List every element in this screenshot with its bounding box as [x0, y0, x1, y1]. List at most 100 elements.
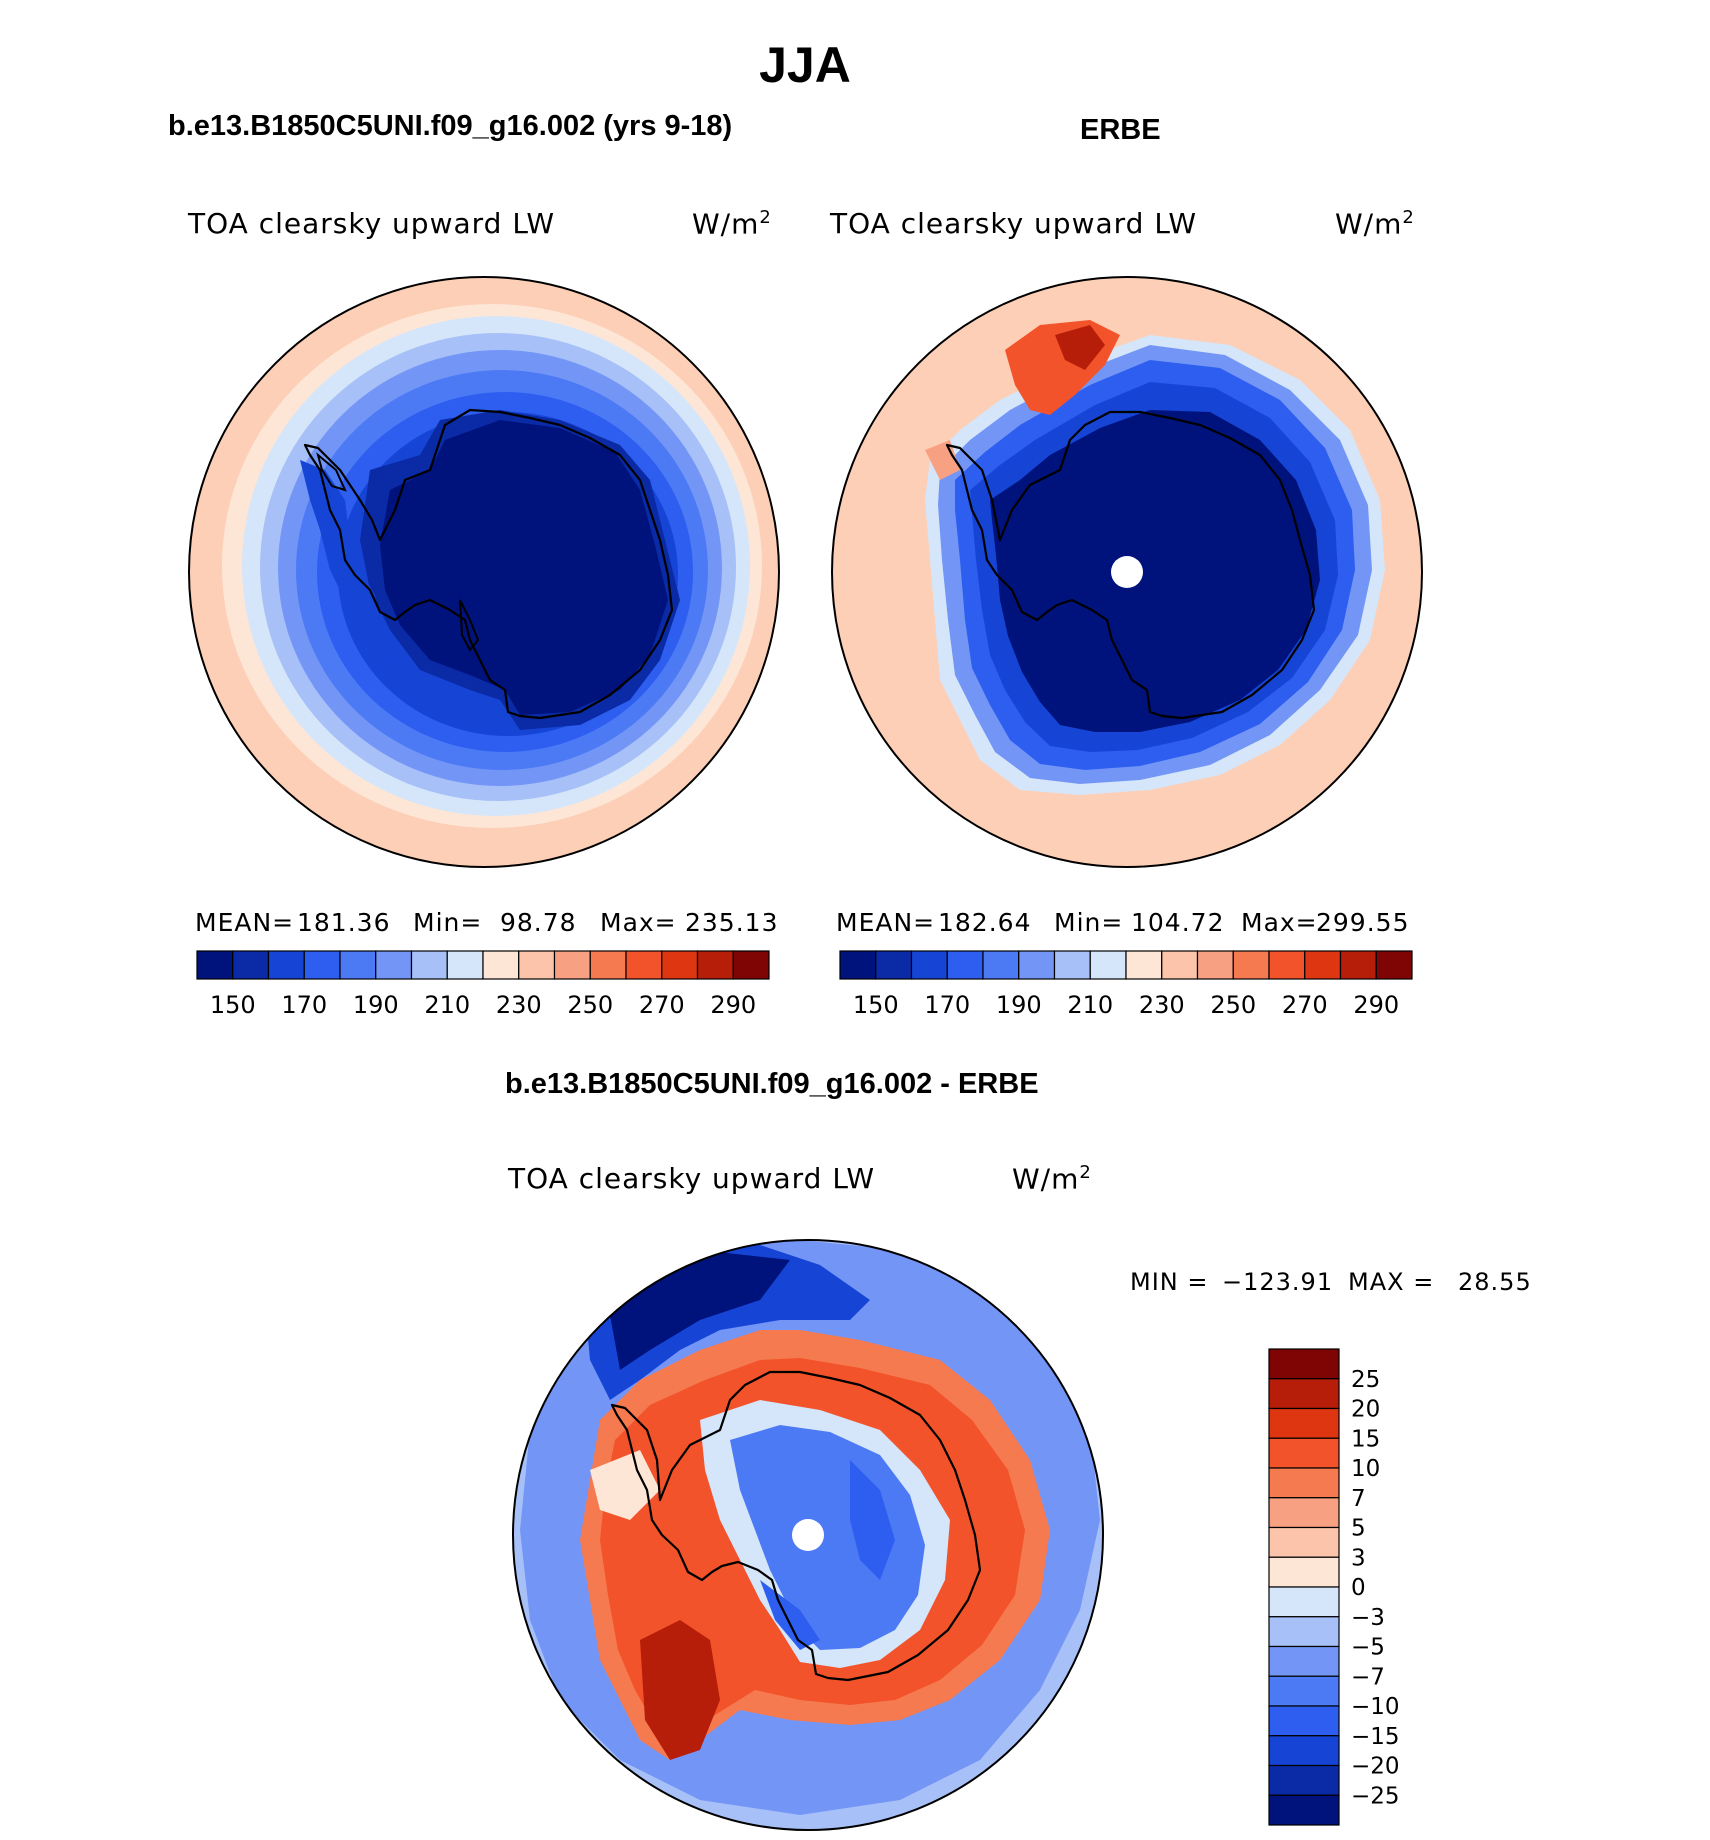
colorbar-model-swatch-1: [232, 950, 270, 980]
colorbar-difference-tick-label-13: −20: [1351, 1754, 1400, 1780]
colorbar-model: 150 170 190 210 230 250 270 290: [196, 950, 770, 1019]
panel-1-max-label: Max=: [600, 908, 677, 937]
colorbar-model-swatch-13: [661, 950, 699, 980]
panel-1-units: W/m2: [692, 207, 772, 240]
colorbar-erbe-swatch-14: [1339, 950, 1377, 980]
panel-2-units-base: W/m: [1335, 207, 1403, 241]
map-diff-band-ross: [760, 1580, 820, 1650]
panel-3-variable: TOA clearsky upward LW: [508, 1162, 876, 1195]
colorbar-difference-swatch-13: [1268, 1735, 1340, 1767]
colorbar-difference-swatch-3: [1268, 1437, 1340, 1469]
colorbar-erbe-swatch-1: [875, 950, 913, 980]
map-erbe-hot-core: [1055, 325, 1105, 370]
colorbar-erbe-swatch-15: [1375, 950, 1413, 980]
colorbar-model-tick-label-5: 250: [567, 991, 613, 1019]
colorbar-difference-swatch-2: [1268, 1407, 1340, 1439]
colorbar-erbe-swatch-8: [1125, 950, 1163, 980]
panel-1-case-label: b.e13.B1850C5UNI.f09_g16.002 (yrs 9-18): [168, 110, 733, 142]
colorbar-model-tick-label-1: 170: [281, 991, 327, 1019]
colorbar-erbe-swatch-9: [1161, 950, 1199, 980]
panel-3-units-exp: 2: [1079, 1162, 1092, 1183]
panel-1-min-value: 98.78: [500, 908, 577, 937]
map-erbe-coastline: [945, 410, 1316, 720]
colorbar-model-tick-label-3: 210: [424, 991, 470, 1019]
colorbar-model-tick-label-2: 190: [353, 991, 399, 1019]
colorbar-erbe-swatch-6: [1053, 950, 1091, 980]
colorbar-erbe-tick-label-2: 190: [996, 991, 1042, 1019]
panel-2-mean-value: 182.64: [938, 908, 1032, 937]
panel-3-units: W/m2: [1012, 1162, 1092, 1195]
panel-2-min-label: Min=: [1054, 908, 1124, 937]
map-diff-border: [512, 1239, 1104, 1831]
colorbar-difference-tick-label-14: −25: [1351, 1783, 1400, 1809]
panel-2-stats: MEAN= 182.64 Min= 104.72 Max= 299.55: [836, 908, 1416, 938]
colorbar-erbe-tick-label-6: 270: [1282, 991, 1328, 1019]
colorbar-difference-swatch-7: [1268, 1556, 1340, 1588]
colorbar-difference-swatch-15: [1268, 1794, 1340, 1826]
panel-1-stats: MEAN= 181.36 Min= 98.78 Max= 235.13: [195, 908, 777, 938]
map-erbe-border: [831, 276, 1423, 868]
colorbar-difference-tick-label-11: −10: [1351, 1694, 1400, 1720]
panel-2-min-value: 104.72: [1131, 908, 1225, 937]
colorbar-difference-tick-label-5: 5: [1351, 1516, 1366, 1542]
panel-3-units-base: W/m: [1012, 1162, 1080, 1196]
map-model-border: [188, 276, 780, 868]
colorbar-difference-swatch-12: [1268, 1705, 1340, 1737]
colorbar-erbe-swatch-4: [982, 950, 1020, 980]
colorbar-model-swatch-5: [375, 950, 413, 980]
colorbar-difference-tick-label-1: 20: [1351, 1397, 1380, 1423]
map-model-band-150: [380, 420, 668, 715]
colorbar-difference-tick-label-8: −3: [1351, 1605, 1385, 1631]
panel-2-max-value: 299.55: [1316, 908, 1410, 937]
colorbar-difference-swatch-5: [1268, 1497, 1340, 1529]
colorbar-erbe-swatch-10: [1196, 950, 1234, 980]
colorbar-erbe-swatch-7: [1089, 950, 1127, 980]
panel-3-max-value: 28.55: [1458, 1268, 1532, 1296]
colorbar-difference-swatch-8: [1268, 1586, 1340, 1618]
panel-3-min-label: MIN =: [1130, 1268, 1209, 1296]
panel-1-mean-label: MEAN=: [195, 908, 295, 937]
map-erbe-band-150: [990, 410, 1320, 732]
colorbar-erbe-swatch-0: [839, 950, 877, 980]
colorbar-difference-tick-label-6: 3: [1351, 1545, 1366, 1571]
colorbar-difference-swatch-6: [1268, 1526, 1340, 1558]
map-diff-polar-hole: [792, 1519, 824, 1551]
map-model: [188, 276, 780, 868]
colorbar-difference-swatch-4: [1268, 1467, 1340, 1499]
colorbar-erbe-tick-label-1: 170: [924, 991, 970, 1019]
panel-3-max-label: MAX =: [1348, 1268, 1435, 1296]
colorbar-difference-tick-label-7: 0: [1351, 1575, 1366, 1601]
colorbar-difference-tick-label-2: 15: [1351, 1426, 1380, 1452]
colorbar-erbe-tick-label-5: 250: [1210, 991, 1256, 1019]
colorbar-difference: 25 20 15 10 7 5 3 0 −3 −5 −7 −10 −15 −20 −25: [1268, 1348, 1400, 1826]
map-erbe-polar-hole: [1111, 556, 1143, 588]
map-model-ice-shelf: [316, 452, 347, 492]
colorbar-model-swatch-0: [196, 950, 234, 980]
colorbar-erbe-swatch-3: [946, 950, 984, 980]
colorbar-difference-tick-label-4: 7: [1351, 1486, 1366, 1512]
colorbar-difference-swatch-1: [1268, 1378, 1340, 1410]
map-diff-band-minus15: [850, 1460, 895, 1580]
colorbar-model-tick-label-6: 270: [639, 991, 685, 1019]
colorbar-erbe-swatch-11: [1232, 950, 1270, 980]
colorbar-model-swatch-4: [339, 950, 377, 980]
map-model-coastline: [303, 408, 674, 720]
map-erbe-warm-spot: [925, 440, 960, 480]
colorbar-model-swatch-6: [410, 950, 448, 980]
colorbar-difference-swatch-10: [1268, 1645, 1340, 1677]
panel-2-max-label: Max=: [1241, 908, 1318, 937]
colorbar-erbe-swatch-2: [910, 950, 948, 980]
colorbar-erbe-tick-label-3: 210: [1067, 991, 1113, 1019]
panel-3-case-label: b.e13.B1850C5UNI.f09_g16.002 - ERBE: [505, 1068, 1039, 1100]
colorbar-difference-swatch-9: [1268, 1616, 1340, 1648]
colorbar-difference-tick-label-0: 25: [1351, 1367, 1380, 1393]
panel-3-minmax: MIN = −123.91 MAX = 28.55: [1130, 1268, 1550, 1298]
colorbar-model-tick-label-4: 230: [496, 991, 542, 1019]
panel-1-units-exp: 2: [759, 207, 772, 228]
map-diff-band-plus20: [640, 1620, 720, 1760]
colorbar-erbe-tick-label-4: 230: [1139, 991, 1185, 1019]
colorbar-difference-tick-label-9: −5: [1351, 1635, 1385, 1661]
colorbar-model-swatch-10: [553, 950, 591, 980]
map-diff-band-plus3: [590, 1450, 660, 1520]
colorbar-model-swatch-2: [267, 950, 305, 980]
